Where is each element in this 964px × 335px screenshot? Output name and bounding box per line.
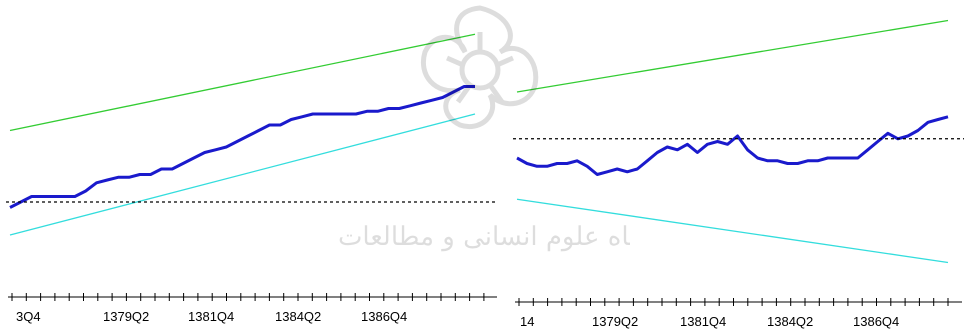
x-tick-label: 1381Q4 (188, 309, 234, 324)
x-tick-label: 1386Q4 (361, 309, 407, 324)
x-tick-label: 1386Q4 (853, 314, 899, 329)
series-line-0 (9, 85, 475, 209)
x-tick-label: 1379Q2 (592, 314, 638, 329)
x-tick-label: 1384Q2 (275, 309, 321, 324)
chart-panel-left: 3Q4 1379Q2 1381Q4 1384Q2 1386Q4 (6, 33, 497, 324)
trend-line-1 (9, 33, 476, 132)
trend-line-2 (516, 198, 949, 264)
x-tick-label: 14 (520, 314, 534, 329)
x-tick-label: 1384Q2 (767, 314, 813, 329)
x-tick-label: 3Q4 (16, 309, 41, 324)
trend-line-1 (516, 19, 949, 93)
x-tick-label: 1381Q4 (680, 314, 726, 329)
chart-panel-right: 14 1379Q2 1381Q4 1384Q2 1386Q4 (513, 19, 964, 329)
x-tick-label: 1379Q2 (103, 309, 149, 324)
series-line-0 (516, 115, 949, 176)
trend-line-2 (9, 113, 476, 236)
